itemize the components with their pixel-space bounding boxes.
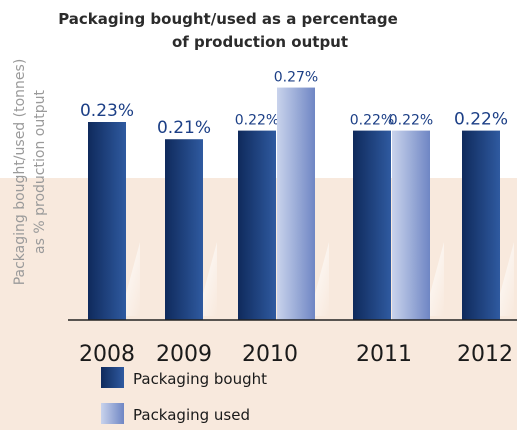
bar-bought-2010: [238, 130, 276, 320]
data-label-bought-2011: 0.22%: [350, 113, 394, 129]
bar-bought-2009: [165, 139, 203, 320]
x-tick-label-2012: 2012: [457, 342, 513, 367]
legend-swatch-bought: [101, 367, 124, 388]
bar-bought-2012: [462, 130, 500, 320]
x-tick-label-2011: 2011: [356, 342, 412, 367]
y-axis-label-line-1: Packaging bought/used (tonnes): [12, 59, 28, 286]
bar-used-2010: [277, 87, 315, 320]
y-axis-label-line-2: as % production output: [32, 90, 48, 254]
chart-title-line-2: of production output: [172, 33, 348, 51]
data-label-bought-2009: 0.21%: [157, 118, 211, 138]
data-label-used-2010: 0.27%: [274, 70, 318, 86]
data-label-used-2011: 0.22%: [389, 113, 433, 129]
x-tick-label-2008: 2008: [79, 342, 135, 367]
bars-group: 0.23%0.21% 0.22%0.27%0.22%0.22% 0.22%: [80, 70, 514, 320]
legend-label-used: Packaging used: [133, 406, 250, 424]
bar-bought-2008: [88, 122, 126, 320]
data-label-bought-2010: 0.22%: [235, 113, 279, 129]
bar-bought-2011: [353, 130, 391, 320]
x-tick-labels: 2008 2009 2010 2011 2012: [79, 342, 513, 367]
legend: Packaging bought Packaging used: [101, 367, 267, 424]
x-tick-label-2010: 2010: [242, 342, 298, 367]
x-tick-label-2009: 2009: [156, 342, 212, 367]
chart-title-line-1: Packaging bought/used as a percentage: [58, 10, 398, 28]
legend-label-bought: Packaging bought: [133, 370, 267, 388]
legend-swatch-used: [101, 403, 124, 424]
data-label-bought-2012: 0.22%: [454, 110, 508, 130]
data-label-bought-2008: 0.23%: [80, 101, 134, 121]
bar-used-2011: [392, 130, 430, 320]
